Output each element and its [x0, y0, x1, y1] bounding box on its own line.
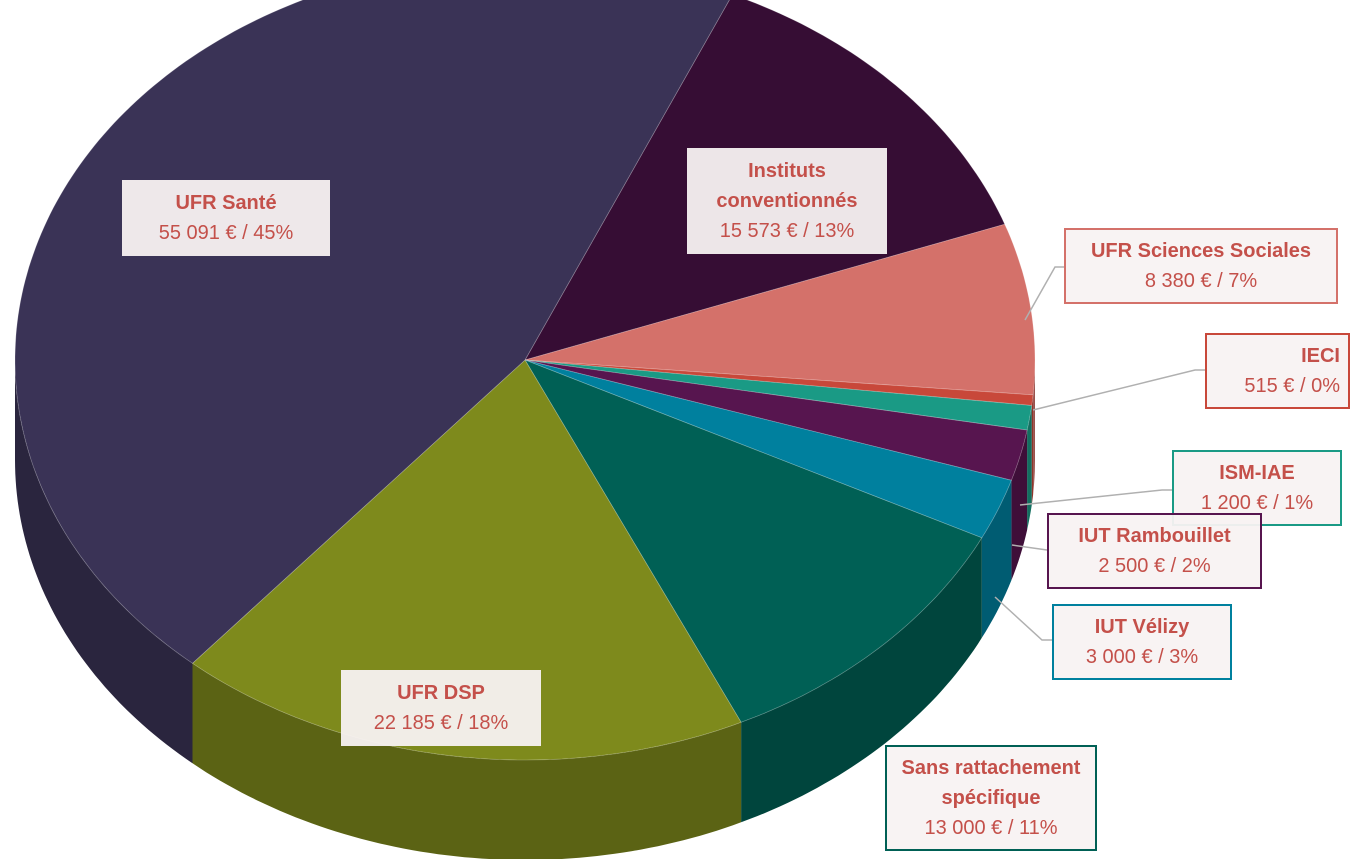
label-name: Instituts conventionnés: [716, 160, 858, 212]
data-label: UFR DSP 22 185 € / 18%: [341, 670, 541, 746]
data-label: IUT Rambouillet 2 500 € / 2%: [1047, 513, 1262, 589]
label-name: IECI: [1301, 345, 1340, 367]
label-value: 515 € / 0%: [1244, 375, 1340, 397]
label-value: 22 185 € / 18%: [373, 712, 509, 734]
data-label: UFR Santé 55 091 € / 45%: [122, 180, 330, 256]
slice: [191, 359, 742, 761]
leader-lines: [994, 266, 1205, 641]
label-name: IUT Rambouillet: [1078, 525, 1231, 547]
leader-line: [1024, 266, 1064, 321]
slice-side: [981, 480, 1012, 638]
label-value: 8 380 € / 7%: [1144, 270, 1258, 292]
slice-side: [1031, 394, 1034, 506]
label-value: 1 200 € / 1%: [1200, 492, 1314, 514]
leader-line: [994, 596, 1052, 641]
slice: [524, 359, 1028, 481]
label-name: UFR Sciences Sociales: [1090, 240, 1312, 262]
slice-side: [1011, 430, 1028, 581]
leader-line: [1011, 544, 1048, 551]
data-label: IECI 515 € / 0%: [1205, 333, 1350, 409]
label-name: IUT Vélizy: [1094, 616, 1190, 638]
slice: [524, 359, 1012, 539]
data-label: Sans rattachement spécifique 13 000 € / 1…: [885, 745, 1097, 851]
data-label: Instituts conventionnés 15 573 € / 13%: [687, 148, 887, 254]
label-value: 15 573 € / 13%: [719, 220, 855, 242]
data-label: IUT Vélizy 3 000 € / 3%: [1052, 604, 1232, 680]
slice-side: [192, 663, 742, 859]
pie-tops: [14, 0, 1036, 761]
slice-side: [1027, 405, 1032, 531]
slice-side: [1033, 360, 1035, 495]
slice: [14, 0, 730, 664]
pie-sides: [15, 360, 1035, 859]
label-name: Sans rattachement spécifique: [901, 757, 1081, 809]
label-name: ISM-IAE: [1219, 462, 1295, 484]
slice-side: [741, 537, 982, 823]
label-name: UFR Santé: [175, 192, 277, 214]
label-value: 13 000 € / 11%: [924, 817, 1058, 839]
leader-line: [1032, 369, 1205, 411]
leader-line: [1019, 489, 1172, 506]
label-name: UFR DSP: [397, 682, 485, 704]
slice-side: [15, 360, 193, 764]
slice: [524, 359, 983, 723]
slice: [524, 223, 1036, 396]
label-value: 3 000 € / 3%: [1085, 646, 1199, 668]
label-value: 55 091 € / 45%: [158, 222, 294, 244]
data-label: UFR Sciences Sociales 8 380 € / 7%: [1064, 228, 1338, 304]
label-value: 2 500 € / 2%: [1098, 555, 1211, 577]
